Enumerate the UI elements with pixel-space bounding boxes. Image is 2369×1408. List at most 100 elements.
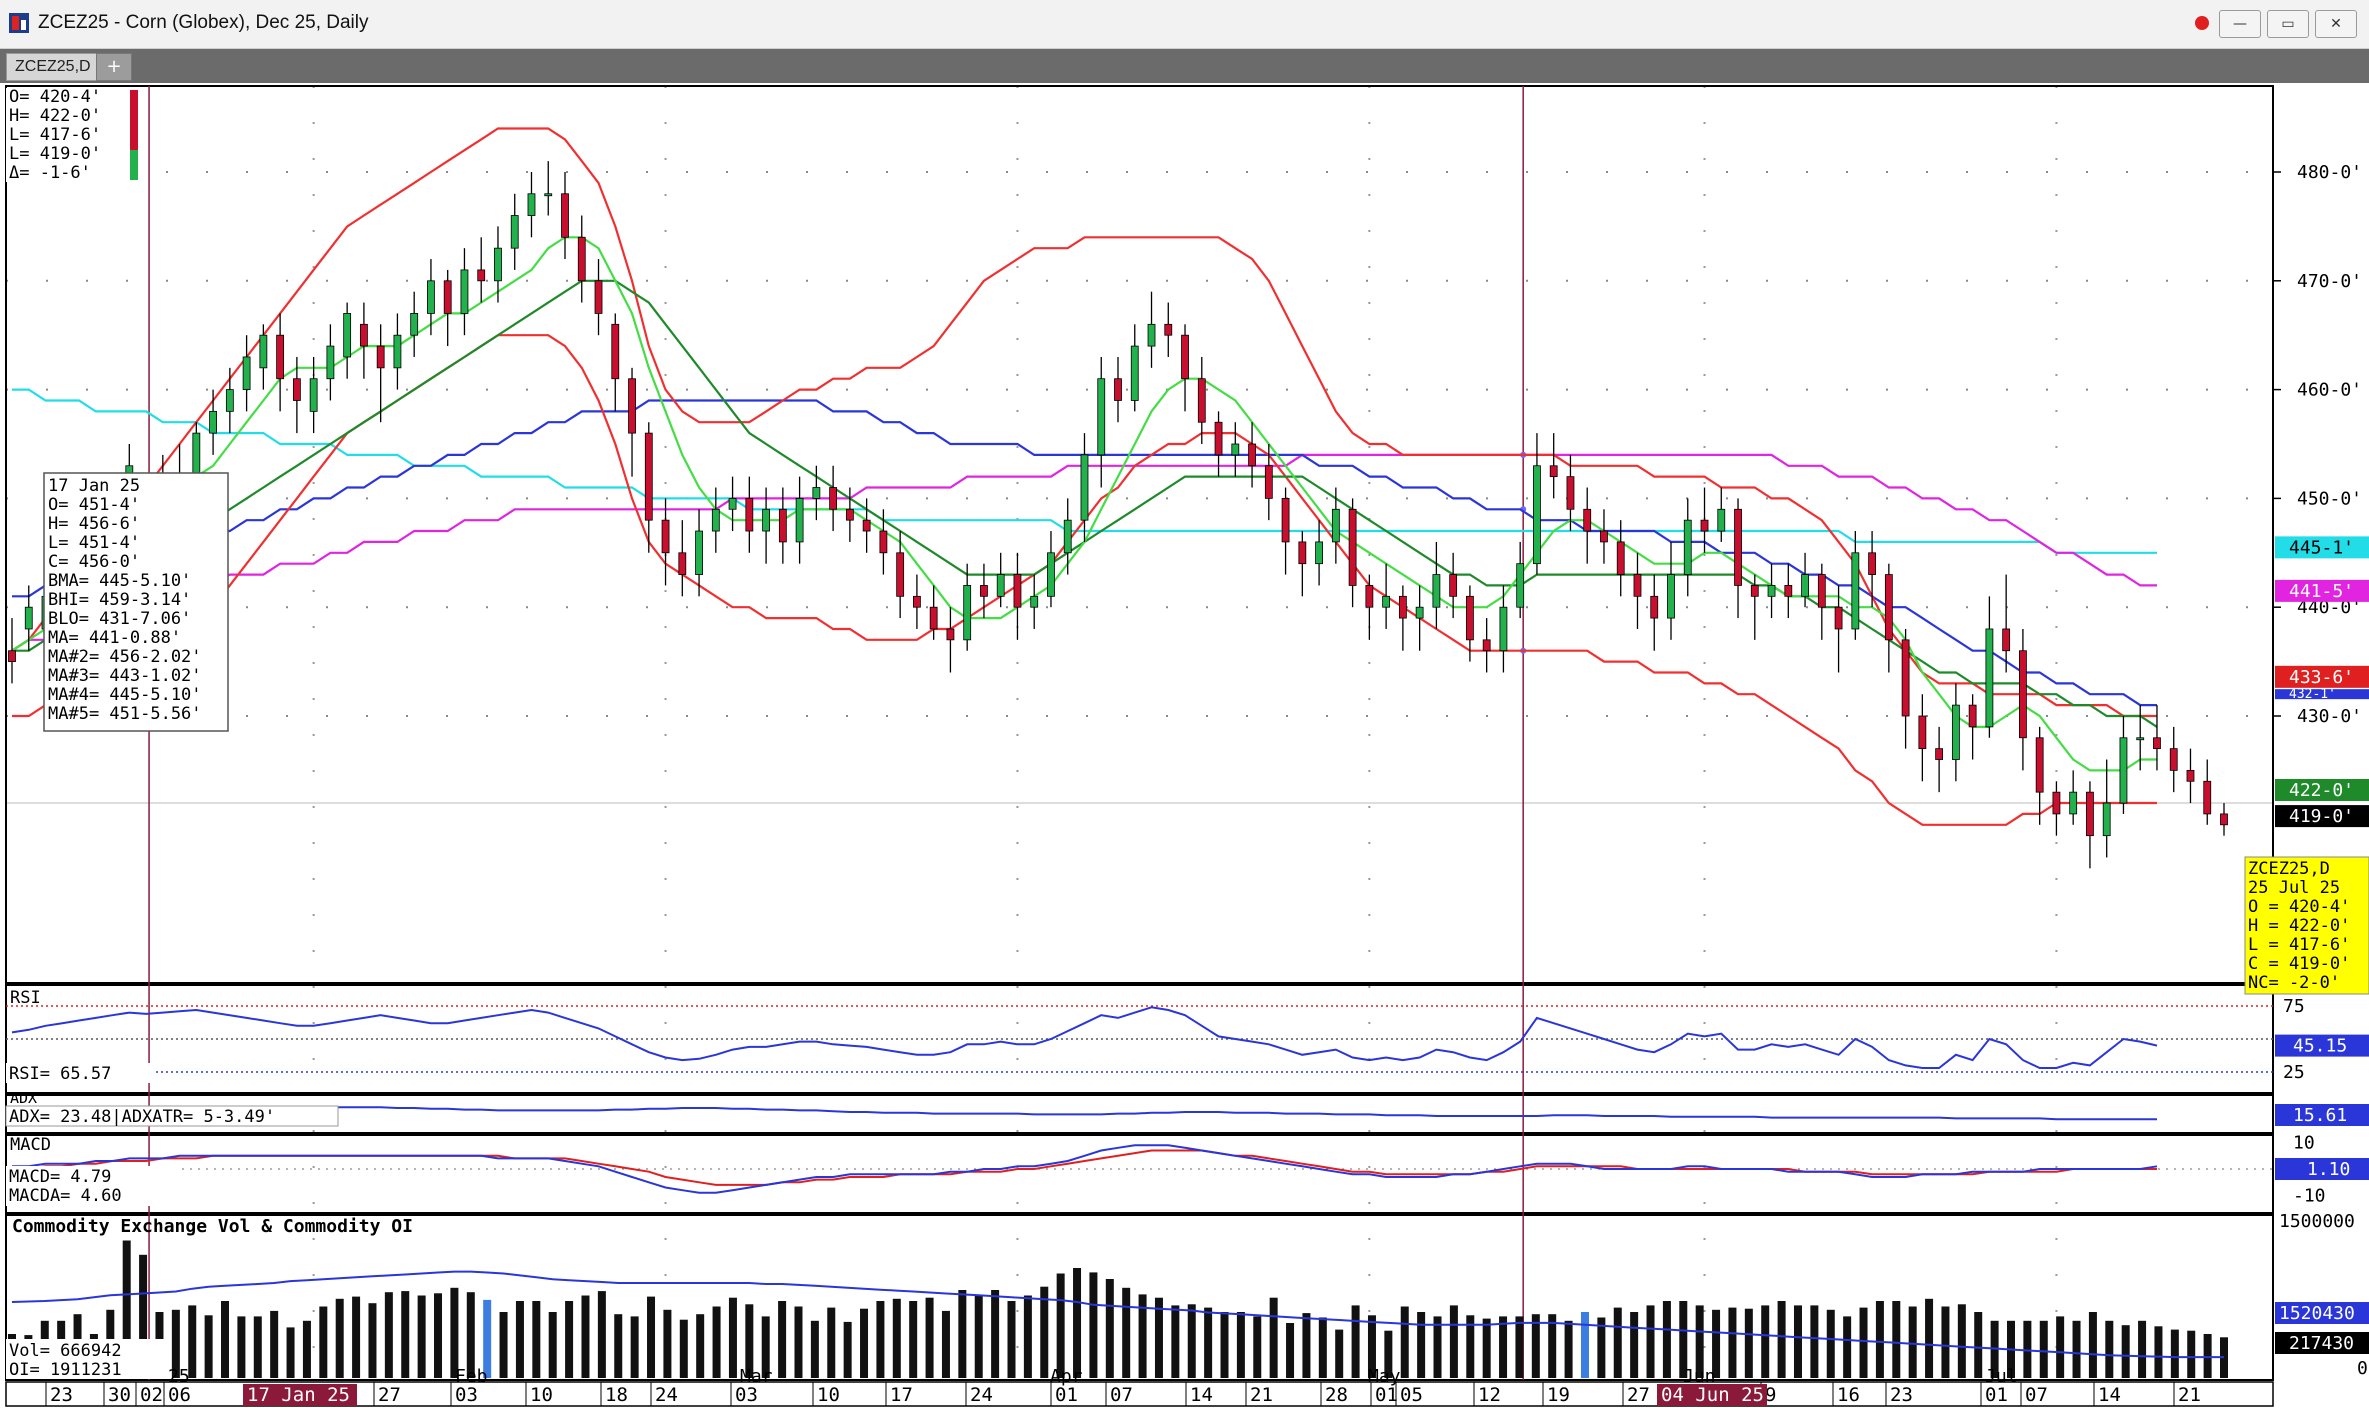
- candle-down: [1348, 508, 1357, 586]
- volume-bar: [548, 1312, 557, 1378]
- volume-bar: [1073, 1268, 1082, 1378]
- candle-up: [1097, 378, 1106, 456]
- volume-bar: [1712, 1309, 1721, 1378]
- adx-panel-labels: ADX ADX= 23.48|ADXATR= 5-3.49': [5, 1089, 339, 1127]
- candle-down: [2035, 737, 2044, 793]
- candle-up: [1063, 519, 1072, 554]
- candle-down: [1197, 378, 1206, 423]
- x-day-label: 03: [455, 1384, 478, 1406]
- candle-down: [1398, 595, 1407, 619]
- cursor-ma3: MA#3= 443-1.02': [48, 666, 202, 686]
- volume-bar: [1957, 1304, 1966, 1378]
- y-axis: 480-0' 470-0' 460-0' 450-0' 440-0' 430-0' 445-…: [2273, 162, 2369, 1379]
- price-tag-close: 419-0': [2289, 806, 2354, 827]
- candle-up: [494, 247, 502, 282]
- record-button[interactable]: [2191, 10, 2213, 36]
- volume-bar: [286, 1327, 295, 1378]
- x-day-label: 21: [2178, 1384, 2201, 1406]
- rsi-title: RSI: [10, 988, 41, 1008]
- minimize-button[interactable]: —: [2219, 10, 2261, 38]
- volume-bar: [171, 1309, 180, 1378]
- x-month-label: May: [1368, 1366, 1401, 1387]
- candle-down: [2086, 791, 2094, 837]
- volume-bar: [1138, 1294, 1147, 1378]
- cursor-close: C= 456-0': [48, 552, 140, 572]
- candlesticks: [8, 161, 2228, 869]
- ohlc-open: O= 420-4': [9, 87, 101, 107]
- chart-area[interactable]: 480-0' 470-0' 460-0' 450-0' 440-0' 430-0' 445-…: [0, 84, 2369, 1407]
- candle-down: [577, 236, 586, 282]
- volume-bar: [401, 1291, 410, 1378]
- x-day-label: 16: [1837, 1384, 1860, 1406]
- candle-down: [2019, 650, 2027, 739]
- candle-down: [8, 650, 16, 662]
- add-tab-button[interactable]: +: [96, 53, 132, 81]
- x-highlight-label: 17 Jan 25: [247, 1384, 350, 1406]
- volume-bar: [335, 1298, 344, 1378]
- rsi-readout: RSI= 65.57: [9, 1064, 111, 1084]
- candle-up: [343, 313, 352, 358]
- volume-bar: [2121, 1325, 2130, 1378]
- candle-up: [1851, 552, 1860, 630]
- volume-bar: [827, 1307, 836, 1378]
- y-tick-label: 440-0': [2297, 597, 2362, 618]
- volume-bar: [1941, 1306, 1950, 1378]
- cursor-data-box: 17 Jan 25 O= 451-4' H= 456-6' L= 451-4' …: [43, 472, 229, 732]
- volume-bar: [909, 1301, 918, 1378]
- cursor-high: H= 456-6': [48, 514, 140, 534]
- vol-tick-1500000: 1500000: [2279, 1211, 2355, 1232]
- candle-up: [1516, 563, 1525, 608]
- candle-down: [1700, 519, 1709, 532]
- volume-bar: [2088, 1312, 2097, 1378]
- oi-readout: OI= 1911231: [9, 1360, 122, 1380]
- price-tag-blue: 432-1': [2289, 687, 2336, 702]
- y-tick-label: 430-0': [2297, 706, 2362, 727]
- candle-down: [1181, 334, 1189, 380]
- cursor-bhi: BHI= 459-3.14': [48, 590, 191, 610]
- price-tag-close-bg: [2275, 805, 2369, 828]
- volume-bar: [974, 1295, 983, 1378]
- candle-up: [1080, 454, 1089, 521]
- volume-bar: [1646, 1305, 1655, 1378]
- minimize-icon: —: [2233, 16, 2247, 32]
- candle-up: [1767, 585, 1776, 597]
- volume-bar: [237, 1316, 246, 1378]
- close-button[interactable]: ✕: [2315, 10, 2357, 38]
- vol-tag-bg: [2275, 1332, 2369, 1354]
- x-day-label: 18: [605, 1384, 628, 1406]
- candle-up: [1030, 595, 1039, 608]
- volume-bar: [958, 1290, 967, 1378]
- volume-bar: [2187, 1330, 2196, 1378]
- volume-bar: [925, 1297, 934, 1378]
- restore-button[interactable]: ▭: [2267, 10, 2309, 38]
- candle-up: [527, 193, 536, 216]
- volume-panel-labels: Commodity Exchange Vol & Commodity OI Vo…: [6, 1216, 413, 1380]
- volume-bar: [696, 1314, 705, 1378]
- tab-zcez25[interactable]: ZCEZ25,D: [6, 53, 100, 81]
- x-day-label: 24: [970, 1384, 993, 1406]
- candle-down: [276, 334, 285, 380]
- macd-panel-labels: MACD MACD= 4.79 MACDA= 4.60: [6, 1135, 178, 1206]
- cursor-ma2: MA#2= 456-2.02': [48, 647, 202, 667]
- volume-bar: [1613, 1307, 1622, 1378]
- candle-down: [1281, 497, 1290, 543]
- candle-down: [1901, 639, 1910, 717]
- x-day-label: 06: [168, 1384, 191, 1406]
- macd-tick-10: 10: [2293, 1133, 2315, 1154]
- volume-bar: [1335, 1329, 1344, 1378]
- oi-tag-bg: [2275, 1302, 2369, 1324]
- volume-bar: [1761, 1305, 1770, 1378]
- x-day-label: 17: [890, 1384, 913, 1406]
- volume-bar: [1908, 1306, 1917, 1378]
- candle-up: [1499, 606, 1508, 652]
- vol-panel-frame: [5, 1214, 2274, 1381]
- macd-title: MACD: [10, 1135, 51, 1155]
- volume-bar: [270, 1310, 279, 1378]
- x-day-label: 01: [1375, 1384, 1398, 1406]
- last-date: 25 Jul 25: [2248, 878, 2340, 898]
- volume-bar: [1531, 1314, 1540, 1378]
- candle-up: [1331, 508, 1340, 543]
- candle-up: [1801, 574, 1809, 597]
- adx-title: ADX: [10, 1089, 37, 1107]
- volume-bar: [2170, 1329, 2179, 1378]
